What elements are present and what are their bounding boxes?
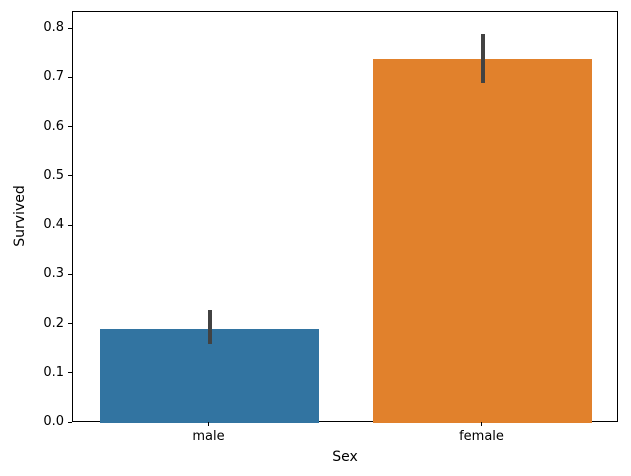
y-tick-mark: [68, 76, 72, 78]
y-tick-mark: [68, 323, 72, 325]
x-tick-label-male: male: [192, 429, 225, 444]
y-tick-mark: [68, 27, 72, 29]
y-tick-label: 0.7: [43, 69, 64, 85]
y-tick-mark: [68, 421, 72, 423]
bar-male: [100, 329, 319, 423]
y-axis-label: Survived: [12, 185, 28, 247]
y-tick-label: 0.5: [43, 167, 64, 183]
y-tick-mark: [68, 224, 72, 226]
y-tick-label: 0.0: [43, 414, 64, 429]
y-tick-mark: [68, 126, 72, 128]
y-tick-mark: [68, 273, 72, 275]
y-tick-label: 0.3: [43, 266, 64, 282]
y-tick-label: 0.1: [43, 364, 64, 380]
error-bar-female: [480, 34, 485, 84]
y-tick-label: 0.8: [43, 20, 64, 36]
y-tick-label: 0.6: [43, 118, 64, 134]
y-tick-label: 0.4: [43, 217, 64, 233]
plot-area: [72, 11, 618, 423]
y-tick-mark: [68, 372, 72, 374]
x-tick-mark: [481, 422, 482, 426]
y-tick-label: 0.2: [43, 315, 64, 331]
y-tick-mark: [68, 175, 72, 177]
bar-female: [373, 58, 592, 423]
error-bar-male: [207, 309, 212, 345]
x-axis-label: Sex: [332, 449, 358, 465]
x-tick-mark: [208, 422, 209, 426]
x-tick-label-female: female: [459, 429, 504, 444]
